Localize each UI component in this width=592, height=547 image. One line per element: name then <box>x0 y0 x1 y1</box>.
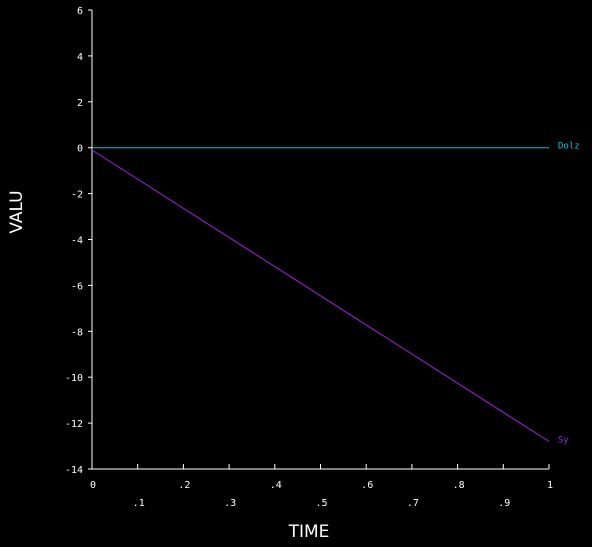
y-tick-label: -4 <box>71 236 83 247</box>
y-tick-label: 0 <box>77 144 83 155</box>
x-tick-label: .4 <box>270 480 282 491</box>
y-tick-label: -12 <box>65 419 83 430</box>
y-axis: 6 4 2 0 -2 -4 -6 -8 -10 -12 -14 <box>65 6 93 476</box>
series-lines <box>91 147 550 442</box>
y-tick-label: 4 <box>77 52 83 63</box>
y-tick-label: 2 <box>77 98 83 109</box>
x-tick-label: 1 <box>547 480 553 491</box>
x-tick-label: .7 <box>407 498 419 509</box>
y-tick-label: -2 <box>71 190 83 201</box>
series-label-sy: Sy <box>558 435 569 445</box>
x-axis-title: TIME <box>288 522 330 542</box>
y-tick-label: 6 <box>77 6 83 17</box>
y-tick-label: -10 <box>65 373 83 384</box>
series-label-dolz: Dolz <box>558 142 580 152</box>
x-tick-label: .6 <box>361 480 373 491</box>
y-tick-label: -6 <box>71 281 83 292</box>
x-tick-label: .2 <box>178 480 190 491</box>
x-tick-label: .8 <box>453 480 465 491</box>
x-tick-label: .9 <box>498 498 510 509</box>
x-tick-label: .1 <box>133 498 145 509</box>
x-tick-label: 0 <box>90 480 96 491</box>
series-labels: Dolz Sy <box>558 142 580 446</box>
y-tick-label: -14 <box>65 465 83 476</box>
x-axis: 0 .1 .2 .3 .4 .5 .6 .7 .8 .9 1 <box>90 464 553 509</box>
series-line-sy <box>91 149 550 442</box>
x-tick-label: .3 <box>224 498 236 509</box>
x-tick-label: .5 <box>315 498 327 509</box>
y-axis-title: VALU <box>7 190 27 233</box>
y-tick-label: -8 <box>71 327 83 338</box>
